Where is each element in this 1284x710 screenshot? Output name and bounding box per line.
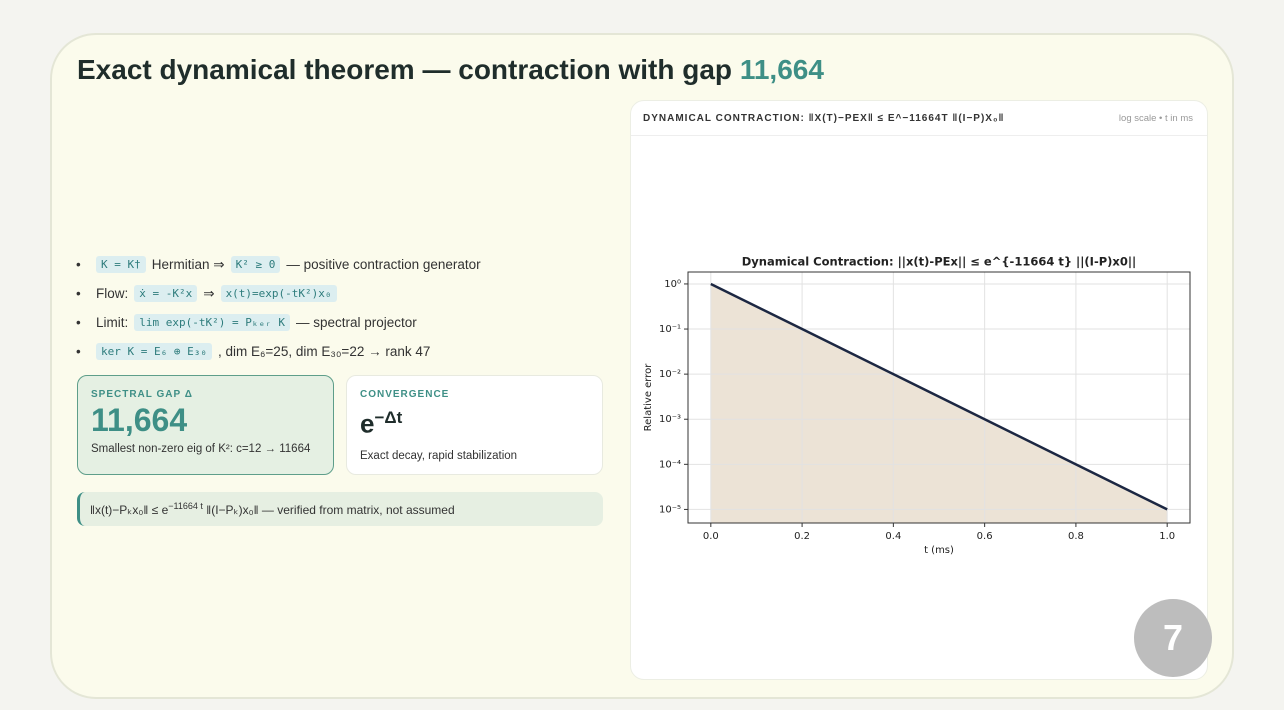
formula-sup: −11664 t: [168, 501, 203, 511]
bullet-text: ⇒: [203, 285, 215, 301]
bullet: • Limit: lim exp(-tK²) = Pₖₑᵣ K — spectral …: [76, 308, 481, 337]
x-tick-label: 0.6: [977, 531, 993, 542]
card-label: SPECTRAL GAP Δ: [91, 389, 193, 400]
axes-frame: [687, 271, 1191, 524]
title-highlight: 11,664: [739, 54, 824, 85]
bullet-list: • K = K† Hermitian ⇒ K² ≥ 0 — positive contr…: [76, 250, 481, 366]
bullet-text: Hermitian ⇒: [151, 256, 225, 272]
y-tick-label: 10⁻⁵: [659, 504, 681, 515]
x-tick-label: 1.0: [1159, 531, 1175, 542]
formula: ‖x(t)−Pₖx₀‖ ≤ e−11664 t ‖(I−Pₖ)x₀‖ — ver…: [77, 492, 603, 526]
gap-card: SPECTRAL GAP Δ 11,664 Smallest non-zero …: [77, 375, 334, 475]
convergence-card: CONVERGENCE e−Δt Exact decay, rapid stab…: [346, 375, 603, 475]
bullet: • Flow: ẋ = -K²x ⇒ x(t)=exp(-tK²)x₀: [76, 279, 481, 308]
card-value-base: e: [360, 408, 375, 439]
area: [710, 283, 1168, 523]
y-tick-label: 10⁻²: [659, 369, 681, 380]
bullet-text: , dim E₆=25, dim E₃₀=22 → rank 47: [217, 344, 431, 359]
card-value-sup: −Δt: [374, 408, 403, 427]
bullet-text: Flow:: [96, 286, 129, 301]
divider: [631, 135, 1207, 136]
bullet-text: Limit:: [96, 315, 129, 330]
code-chip: ker K = E₆ ⊕ E₃₀: [96, 343, 212, 360]
panel-note: log scale • t in ms: [1118, 113, 1193, 124]
y-tick-label: 10⁻⁴: [659, 459, 681, 470]
y-tick-label: 10⁻³: [659, 414, 681, 425]
code-chip: lim exp(-tK²) = Pₖₑᵣ K: [134, 314, 290, 331]
bullet-dot: •: [76, 286, 81, 301]
bullet: • K = K† Hermitian ⇒ K² ≥ 0 — positive contr…: [76, 250, 481, 279]
bullet-text: — spectral projector: [295, 315, 417, 330]
card-note: Exact decay, rapid stabilization: [360, 449, 518, 462]
x-tick-label: 0.0: [703, 531, 719, 542]
bullet-dot: •: [76, 257, 81, 272]
line: [710, 282, 1168, 511]
y-axis-label: Relative error: [643, 363, 654, 432]
card-value: e−Δt: [360, 408, 589, 440]
bullet-dot: •: [76, 315, 81, 330]
title-text: Exact dynamical theorem — contraction wi…: [77, 54, 733, 85]
chart-title: Dynamical Contraction: ||x(t)-PEx|| ≤ e^…: [742, 255, 1137, 269]
card-note: Smallest non-zero eig of K²: c=12 → 1166…: [91, 443, 311, 455]
bullet-dot: •: [76, 344, 81, 359]
formula-pre: ‖x(t)−Pₖx₀‖ ≤ e: [90, 503, 169, 517]
x-tick-label: 0.8: [1068, 531, 1084, 542]
y-tick-label: 10⁰: [664, 279, 681, 290]
bullet-text: — positive contraction generator: [286, 257, 481, 272]
x-tick-label: 0.2: [794, 531, 810, 542]
card-value: 11,664: [91, 402, 188, 438]
y-tick-label: 10⁻¹: [659, 324, 681, 335]
x-tick-label: 0.4: [885, 531, 901, 542]
formula-post: ‖(I−Pₖ)x₀‖ — verified from matrix, not a…: [206, 503, 455, 517]
panel-header: DYNAMICAL CONTRACTION: ‖X(T)−PEX‖ ≤ E^−1…: [643, 113, 1005, 124]
code-chip: K = K†: [96, 256, 146, 273]
page-number: 7: [1134, 599, 1212, 677]
x-axis-label: t (ms): [924, 545, 954, 556]
bullet: • ker K = E₆ ⊕ E₃₀ , dim E₆=25, dim E₃₀=22…: [76, 337, 481, 366]
card-label: CONVERGENCE: [360, 389, 450, 400]
code-chip: x(t)=exp(-tK²)x₀: [220, 285, 337, 302]
code-chip: ẋ = -K²x: [134, 285, 198, 302]
title: Exact dynamical theorem — contraction wi…: [77, 54, 824, 86]
chart: Dynamical Contraction: ||x(t)-PEx|| ≤ e^…: [643, 255, 1191, 556]
code-chip: K² ≥ 0: [230, 256, 281, 273]
